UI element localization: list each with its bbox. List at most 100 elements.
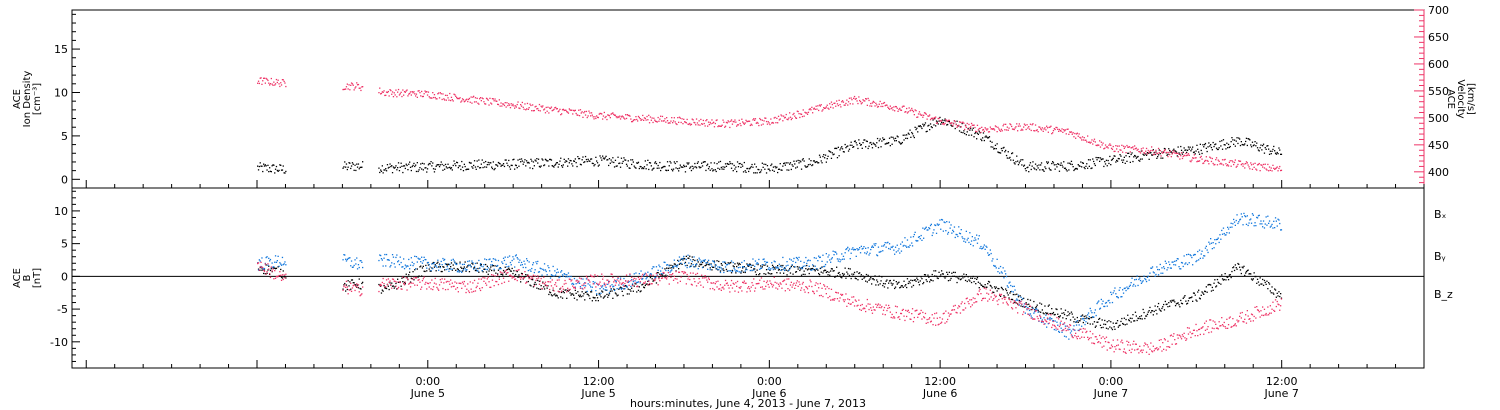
velocity-point (1009, 123, 1011, 125)
density-point (261, 165, 263, 167)
density-point (1198, 153, 1201, 155)
density-point (496, 164, 498, 166)
by-point (384, 253, 386, 256)
velocity-point (588, 110, 590, 112)
bx-point (765, 269, 768, 271)
by-point (958, 226, 960, 228)
by-point (1221, 233, 1224, 235)
bz-point (563, 283, 565, 285)
velocity-point (711, 119, 713, 121)
density-point (1083, 166, 1085, 169)
velocity-point (810, 109, 812, 111)
bx-point (406, 277, 408, 279)
bx-point (1131, 317, 1133, 320)
density-point (1160, 157, 1162, 159)
density-point (879, 138, 881, 140)
bx-point (772, 266, 775, 268)
velocity-point (859, 101, 862, 103)
density-point (621, 162, 623, 164)
density-point (1249, 139, 1251, 141)
velocity-point (698, 120, 700, 122)
bx-point (993, 291, 995, 294)
bz-series (257, 261, 1283, 355)
bx-point (901, 285, 903, 287)
velocity-point (875, 102, 877, 104)
velocity-point (510, 103, 512, 105)
bx-point (1272, 292, 1274, 294)
density-point (675, 167, 677, 169)
by-point (976, 234, 978, 236)
bx-point (812, 265, 815, 267)
density-point (1034, 168, 1036, 170)
density-point (760, 169, 763, 171)
bx-point (903, 280, 905, 282)
density-point (804, 165, 806, 167)
velocity-point (970, 122, 973, 125)
density-point (940, 123, 942, 125)
by-point (799, 267, 801, 269)
velocity-point (1159, 150, 1161, 152)
velocity-point (269, 84, 271, 86)
density-point (561, 166, 564, 168)
density-point (724, 166, 726, 168)
by-point (1235, 219, 1237, 222)
density-point (1259, 147, 1261, 149)
density-point (749, 167, 751, 169)
bx-point (1229, 274, 1231, 276)
bz-point (258, 269, 260, 271)
density-point (485, 166, 488, 168)
density-point (839, 149, 841, 151)
bz-point (500, 271, 502, 274)
by-point (655, 266, 658, 268)
density-point (386, 164, 389, 166)
bx-point (949, 279, 951, 281)
density-point (634, 166, 636, 169)
bx-point (818, 274, 821, 276)
by-point (838, 258, 840, 260)
velocity-point (770, 118, 772, 120)
bx-point (974, 277, 976, 280)
bz-point (578, 277, 581, 279)
by-point (982, 247, 984, 249)
bx-point (1134, 320, 1136, 322)
velocity-point (1011, 128, 1014, 130)
velocity-point (818, 109, 820, 112)
bx-point (1204, 290, 1207, 293)
velocity-point (1221, 159, 1224, 161)
by-point (678, 256, 681, 258)
velocity-point (274, 84, 276, 86)
velocity-point (1205, 156, 1207, 158)
by-point (1052, 320, 1055, 322)
by-point (941, 218, 943, 221)
legend-entry-0: Bₓ (1434, 208, 1447, 221)
by-point (539, 267, 541, 269)
by-point (757, 262, 759, 265)
by-point (1049, 316, 1051, 319)
bx-point (1141, 318, 1143, 320)
by-point (1026, 309, 1028, 311)
density-point (495, 164, 497, 166)
bx-point (868, 279, 870, 281)
bx-point (792, 273, 794, 275)
density-point (258, 165, 260, 168)
density-point (861, 147, 863, 149)
by-point (590, 289, 593, 291)
density-point (1092, 158, 1094, 160)
velocity-point (1065, 133, 1067, 135)
bx-point (1234, 264, 1236, 266)
velocity-point (981, 126, 983, 128)
bx-point (689, 265, 692, 267)
velocity-point (730, 120, 732, 122)
by-point (1277, 218, 1279, 220)
velocity-point (996, 131, 998, 133)
density-point (1219, 140, 1221, 143)
by-point (596, 283, 599, 285)
by-point (1186, 254, 1188, 256)
by-point (754, 260, 757, 262)
density-point (782, 165, 784, 167)
by-point (612, 286, 614, 288)
density-point (1012, 159, 1014, 161)
by-point (1128, 285, 1131, 287)
velocity-point (755, 122, 757, 124)
density-point (702, 161, 704, 163)
